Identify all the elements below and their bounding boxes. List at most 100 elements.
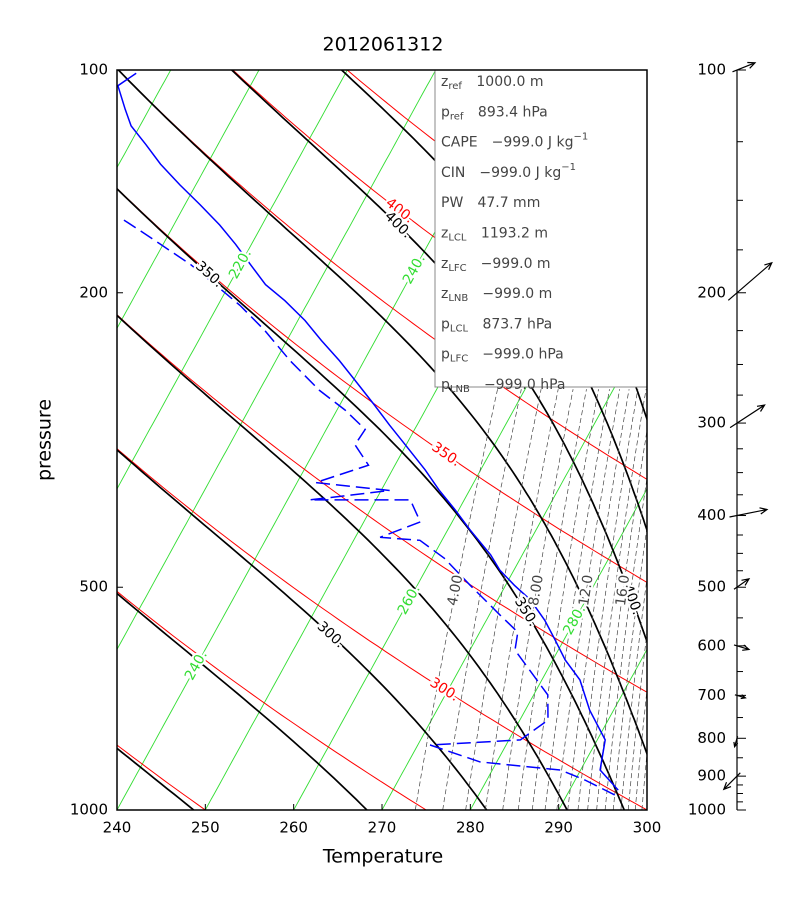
info-value-main: 47.7 mm [477, 195, 540, 211]
info-value-main: 1193.2 m [481, 226, 548, 242]
moist-adiabat [117, 187, 625, 810]
info-label-sub: LFC [450, 354, 468, 365]
info-label: zLFC [441, 256, 467, 274]
mixing-ratio-line [604, 476, 647, 810]
x-tick-label: 260 [279, 819, 308, 837]
wind-arrow [734, 694, 747, 700]
info-label-sub: LNB [448, 293, 468, 304]
wind-arrow [729, 404, 766, 429]
wind-tick-label: 400 [697, 506, 726, 524]
wind-tick-label: 700 [697, 686, 726, 704]
moist-adiabat [117, 70, 647, 757]
moist-adiabat [117, 592, 368, 810]
wind-arrow [733, 736, 739, 749]
y-tick-label: 500 [79, 578, 108, 596]
info-value-main: 873.7 hPa [482, 316, 552, 332]
info-value-sup: −1 [561, 162, 576, 173]
mixing-ratio-line [556, 389, 621, 810]
info-value-sup: −1 [573, 132, 588, 143]
dry-adiabat [117, 590, 427, 810]
isotherm [381, 327, 647, 810]
wind-arrow [732, 61, 757, 73]
info-label-main: CAPE [441, 135, 478, 151]
wind-arrow [727, 261, 773, 301]
info-label-main: p [441, 316, 450, 332]
sounding-line [121, 218, 616, 796]
info-label-main: p [441, 377, 450, 393]
mixing-ratio-line [517, 389, 587, 810]
moist-adiabat [231, 70, 647, 645]
info-value: −999.0 m [482, 286, 552, 302]
info-label-sub: LFC [448, 263, 466, 274]
info-value: 1000.0 m [476, 74, 543, 90]
info-label: CAPE [441, 135, 478, 151]
mixing-ratio-line [577, 389, 639, 810]
mixing-ratio-line [502, 389, 574, 810]
y-tick-label: 1000 [70, 801, 108, 819]
info-value: 893.4 hPa [478, 104, 548, 120]
info-label: pref [441, 104, 464, 122]
isotherm [117, 70, 260, 330]
x-axis-label: Temperature [322, 846, 443, 868]
moist-adiabat [117, 448, 488, 810]
info-label-main: CIN [441, 165, 465, 181]
info-label-main: p [441, 104, 450, 120]
info-value: −999.0 hPa [484, 377, 566, 393]
info-value: 1193.2 m [481, 226, 548, 242]
sounding-line [117, 72, 619, 791]
x-tick-label: 280 [456, 819, 485, 837]
x-tick-label: 250 [191, 819, 220, 837]
mixing-ratio-line [442, 389, 522, 810]
info-label-main: z [441, 226, 448, 242]
info-label-main: PW [441, 195, 463, 211]
info-label-sub: LCL [448, 233, 467, 244]
x-tick-label: 300 [633, 819, 662, 837]
wind-tick-label: 300 [697, 414, 726, 432]
info-label: pLNB [441, 377, 470, 395]
mixing-ratio-line [620, 575, 647, 810]
info-label: zref [441, 74, 462, 92]
info-value: 47.7 mm [477, 195, 540, 211]
chart-title: 2012061312 [323, 34, 444, 56]
dry-adiabat [117, 314, 647, 693]
info-value: −999.0 hPa [482, 347, 564, 363]
info-value: 873.7 hPa [482, 316, 552, 332]
info-value-main: −999.0 J kg [492, 135, 574, 151]
x-tick-label: 240 [103, 819, 132, 837]
isotherm [117, 70, 437, 651]
info-value-main: 1000.0 m [476, 74, 543, 90]
isotherm [469, 487, 647, 810]
info-value: −999.0 J kg−1 [479, 162, 576, 181]
wind-arrow [733, 577, 751, 590]
x-tick-label: 270 [368, 819, 397, 837]
info-label-sub: ref [448, 81, 462, 92]
wind-arrow [729, 507, 769, 518]
dry-adiabat [118, 70, 647, 480]
dry-adiabat [232, 70, 647, 383]
info-label-sub: ref [450, 111, 464, 122]
info-value-main: −999.0 hPa [482, 347, 564, 363]
wind-tick-label: 100 [697, 61, 726, 79]
info-label: CIN [441, 165, 465, 181]
info-label-sub: LCL [450, 323, 469, 334]
info-label-sub: LNB [450, 384, 470, 395]
info-label-main: z [441, 256, 448, 272]
info-value: −999.0 J kg−1 [492, 132, 589, 151]
info-label-main: z [441, 74, 448, 90]
info-label: PW [441, 195, 463, 211]
wind-tick-label: 600 [697, 636, 726, 654]
info-label: pLFC [441, 347, 468, 365]
info-label-main: z [441, 286, 448, 302]
info-value-main: −999.0 m [481, 256, 551, 272]
info-label-main: p [441, 347, 450, 363]
info-value-main: −999.0 m [482, 286, 552, 302]
moist-adiabat [117, 314, 568, 810]
info-value-main: −999.0 J kg [479, 165, 561, 181]
mixing-ratio-line [484, 389, 559, 810]
wind-tick-label: 800 [697, 729, 726, 747]
isotherm [117, 70, 348, 490]
wind-tick-label: 200 [697, 283, 726, 301]
y-axis-label: pressure [34, 399, 56, 481]
